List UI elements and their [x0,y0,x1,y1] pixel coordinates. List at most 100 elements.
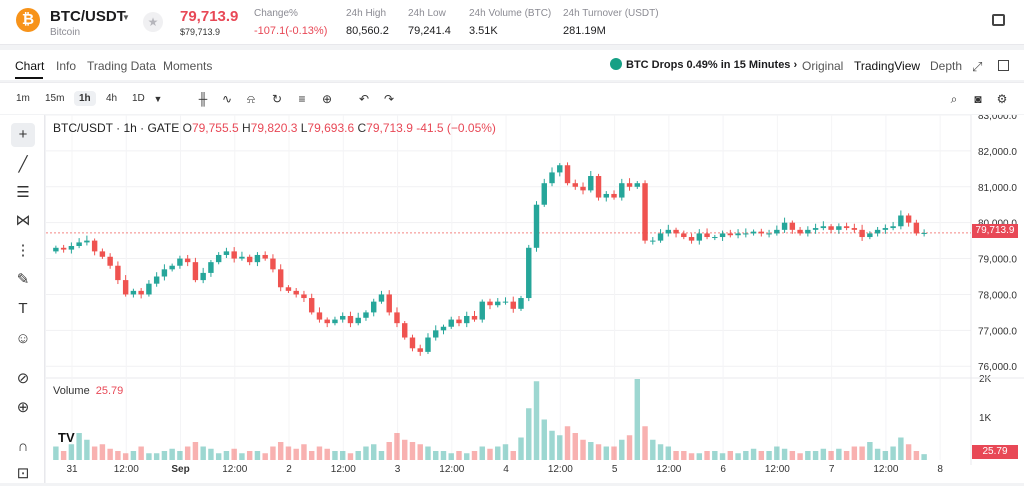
tab-chart[interactable]: Chart [15,59,45,73]
window-icon[interactable] [998,60,1009,71]
candle-body [797,229,803,234]
volume-bar [91,446,98,460]
indicators-icon[interactable]: ∿ [221,92,233,106]
volume-bar [316,446,323,460]
view-depth[interactable]: Depth [930,59,963,73]
replay-icon[interactable]: ↻ [271,92,283,106]
candle-body [339,315,346,320]
candle-body [867,233,873,238]
crosshair-icon[interactable]: + [11,123,35,147]
time-tick-label: 7 [829,464,835,475]
candle-body [153,276,160,284]
last-price-tag: 79,713.9 [972,224,1018,238]
candle-body [673,229,679,234]
candle-body [184,258,191,263]
price-alert-banner[interactable]: BTC Drops 0.49% in 15 Minutes › [610,58,797,71]
chevron-down-icon[interactable]: ▼ [122,13,130,22]
timeframe-1d[interactable]: 1D [132,93,145,104]
chevron-down-icon[interactable]: ▼ [153,94,163,104]
chart-legend: BTC/USDT · 1h · GATE O79,755.5 H79,820.3… [53,121,496,135]
pattern-icon[interactable]: ⋈ [15,212,31,229]
candle-body [231,251,237,259]
volume-bar [495,446,501,460]
candle-body [246,256,253,263]
lock-icon[interactable]: ⊡ [16,465,30,482]
trendline-icon[interactable]: ╱ [18,156,28,173]
undo-icon[interactable]: ↶ [358,92,370,106]
volume-bar [665,446,672,460]
candle-body [301,294,307,299]
stat-24h-turnover: 24h Turnover (USDT) 281.19M [563,8,659,37]
volume-bar [161,451,168,460]
candle-body [254,254,261,263]
pair-selector[interactable]: BTC/USDT [50,8,126,25]
time-tick-label: Sep [171,464,189,475]
ruler-icon[interactable]: ⊘ [16,370,30,387]
candle-body [719,233,726,238]
brush-icon[interactable]: ✎ [16,271,30,288]
candle-body [76,242,82,246]
magnet-icon[interactable]: ∩ [17,438,29,455]
add-indicator-icon[interactable]: ⊕ [321,92,333,106]
volume-bar [766,451,772,460]
volume-bar [588,442,594,460]
favorite-star-icon[interactable]: ★ [143,12,163,32]
redo-icon[interactable]: ↷ [383,92,395,106]
templates-icon[interactable]: ≡ [298,92,306,106]
timeframe-1h[interactable]: 1h [74,91,96,106]
volume-bar [456,451,462,460]
horizontal-lines-icon[interactable]: ☰ [16,184,30,201]
text-tool-icon[interactable]: T [18,300,28,317]
candle-body [215,254,222,263]
view-original[interactable]: Original [802,59,844,73]
candle-body [487,301,493,306]
tab-info[interactable]: Info [56,59,77,73]
volume-bar [913,451,920,460]
timeframe-4h[interactable]: 4h [106,93,118,104]
volume-bar [394,433,400,460]
candle-body [812,228,819,230]
candle-body [68,246,75,250]
candle-body [735,233,741,236]
candlestick-chart[interactable]: 83,000.082,000.081,000.080,000.079,000.0… [46,115,1024,483]
candle-body [386,294,392,313]
search-icon[interactable]: ⌕ [950,92,958,106]
book-icon[interactable] [992,14,1005,26]
volume-bar [332,451,338,460]
volume-bar [479,446,485,460]
settings-gear-icon[interactable]: ⚙ [996,92,1008,106]
candle-body [704,233,710,238]
timeframe-15m[interactable]: 15m [45,93,65,104]
alert-bell-icon[interactable]: ⍾ [247,92,255,106]
candle-body [409,337,416,349]
volume-bar [828,451,834,460]
volume-bar [53,446,59,460]
volume-bar [820,448,827,460]
fib-icon[interactable]: ⋮ [15,242,31,259]
volume-bar [688,453,695,460]
volume-bar [898,437,904,460]
candle-body [495,301,501,306]
volume-bar [735,453,741,460]
timeframe-1m[interactable]: 1m [16,93,30,104]
fullscreen-icon[interactable]: ⤢ [972,59,983,74]
candle-body [905,215,912,223]
view-tradingview[interactable]: TradingView [854,59,921,73]
candle-body [448,319,454,327]
volume-bar [673,451,679,460]
chart-area[interactable]: 83,000.082,000.081,000.080,000.079,000.0… [46,115,1024,483]
tab-moments[interactable]: Moments [163,59,213,73]
candle-body [859,229,865,238]
candle-body [84,240,90,243]
volume-bar [177,451,183,460]
time-tick-label: 3 [395,464,401,475]
tab-trading-data[interactable]: Trading Data [87,59,156,73]
camera-icon[interactable]: ◙ [974,92,982,106]
candle-body [557,165,563,173]
emoji-icon[interactable]: ☺ [15,330,31,347]
volume-bar [805,451,811,460]
candle-type-icon[interactable]: ╫ [198,92,208,106]
zoom-in-icon[interactable]: ⊕ [16,399,30,416]
candle-body [541,183,547,205]
ticker-header: ₿ BTC/USDT ▼ Bitcoin ★ 79,713.9 $79,713.… [0,0,1024,45]
